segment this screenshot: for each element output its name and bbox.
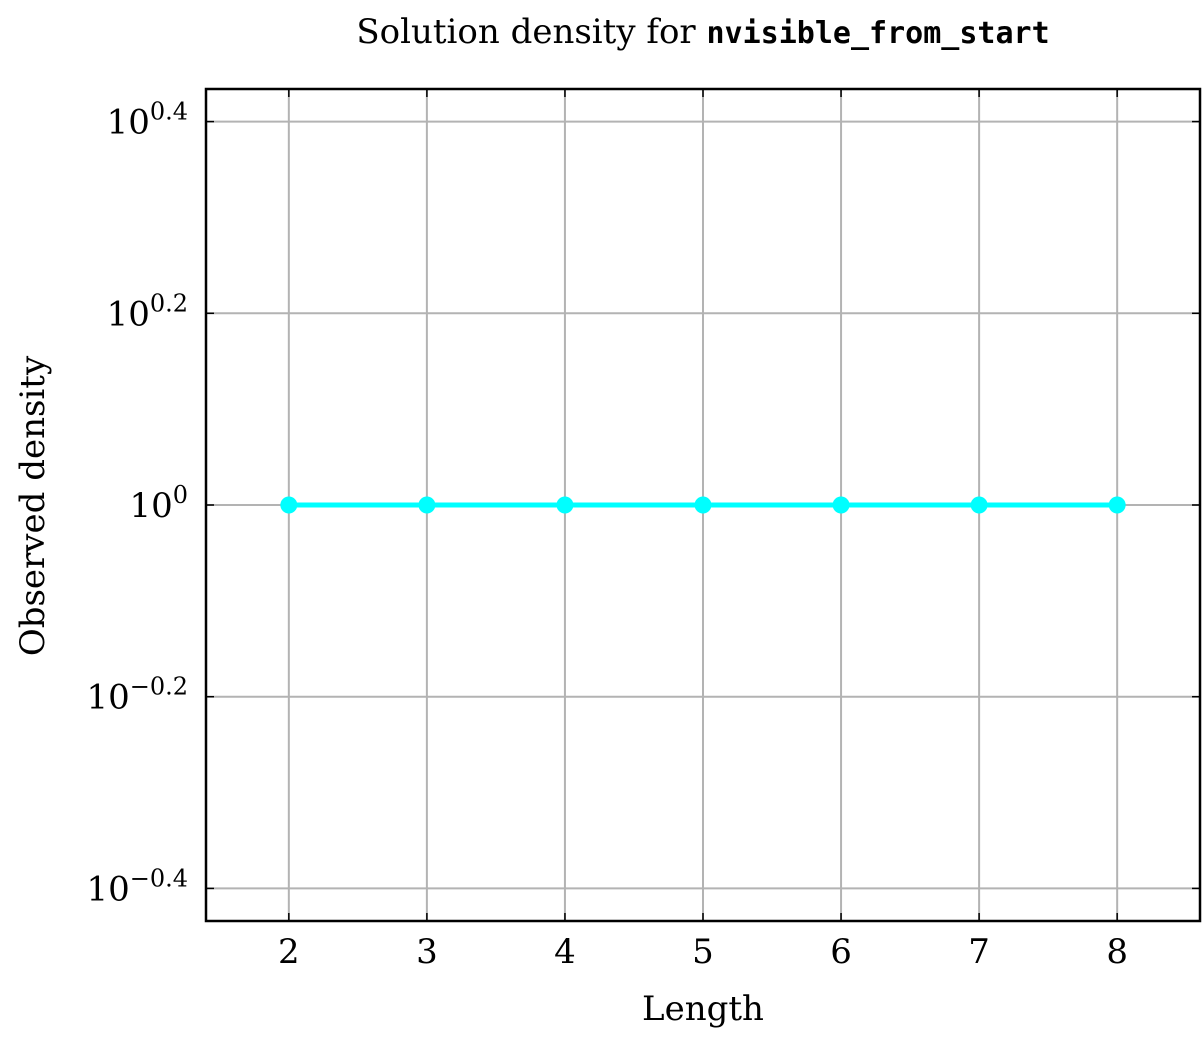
y-tick-label: 10−0.4: [86, 864, 188, 909]
data-point: [694, 496, 712, 514]
data-point: [556, 496, 574, 514]
y-tick-label: 100.4: [107, 98, 188, 143]
y-tick-label: 100.2: [107, 289, 188, 334]
chart-title-code: nvisible_from_start: [706, 16, 1049, 51]
y-tick-exponent: 0.2: [150, 289, 188, 317]
y-tick-exponent: −0.2: [130, 673, 188, 701]
y-tick-base: 10: [129, 486, 172, 526]
tick-marks: [206, 89, 1200, 921]
y-tick-base: 10: [107, 103, 150, 143]
x-tick-label: 4: [554, 932, 576, 972]
y-tick-base: 10: [86, 678, 129, 718]
data-point: [1108, 496, 1126, 514]
y-tick-base: 10: [86, 869, 129, 909]
data-point: [970, 496, 988, 514]
x-tick-label: 2: [278, 932, 300, 972]
x-axis-label: Length: [642, 989, 764, 1029]
plot-frame: [204, 87, 1202, 923]
series: [280, 496, 1126, 514]
x-tick-label: 8: [1106, 932, 1128, 972]
y-tick-exponent: 0: [173, 481, 188, 509]
x-tick-label: 6: [830, 932, 852, 972]
y-axis-label: Observed density: [13, 355, 53, 656]
x-tick-label: 7: [968, 932, 990, 972]
x-tick-labels: 2 3 4 5 6 7 8: [278, 932, 1128, 972]
y-tick-label: 10−0.2: [86, 673, 188, 718]
data-point: [280, 496, 298, 514]
x-tick-label: 5: [692, 932, 714, 972]
x-tick-label: 3: [416, 932, 438, 972]
y-tick-exponent: 0.4: [150, 98, 188, 126]
chart-title: Solution density for nvisible_from_start: [356, 12, 1049, 52]
y-tick-exponent: −0.4: [130, 864, 188, 892]
y-tick-base: 10: [107, 294, 150, 334]
y-tick-label: 100: [129, 481, 188, 526]
chart-title-prefix: Solution density for: [356, 12, 706, 52]
data-point: [418, 496, 436, 514]
data-point: [832, 496, 850, 514]
